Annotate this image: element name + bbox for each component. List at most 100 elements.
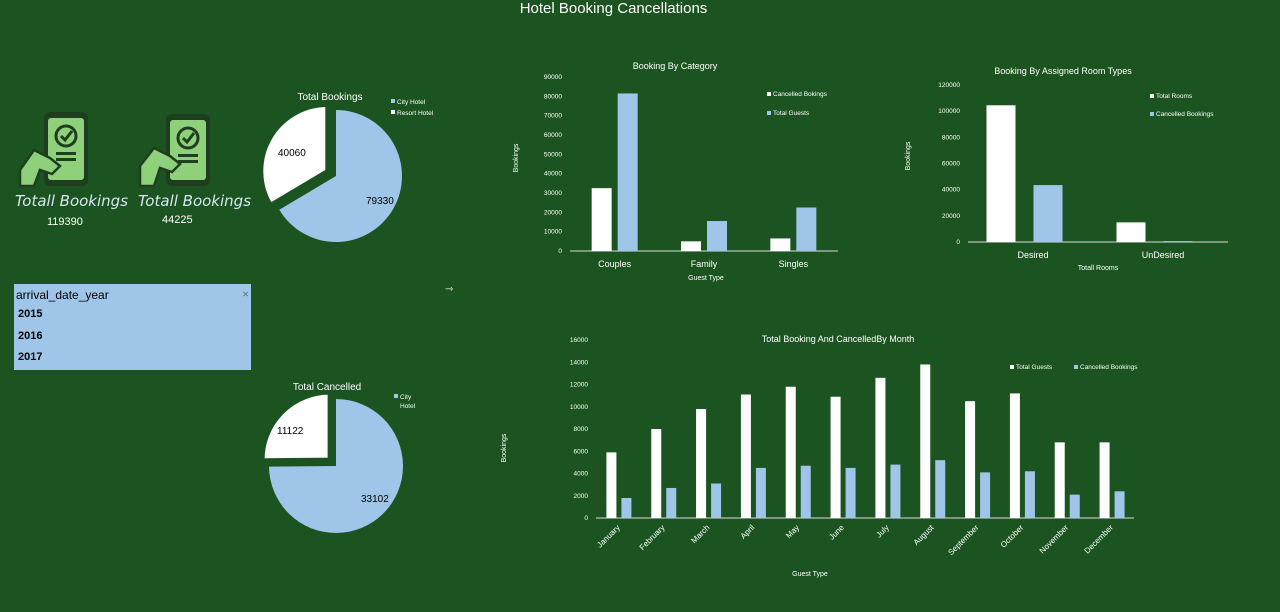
x-axis-title: Guest Type — [792, 571, 828, 578]
y-tick-label: 30000 — [544, 190, 562, 197]
chart-title: Total Cancelled — [293, 382, 361, 393]
bar[interactable] — [1024, 471, 1035, 518]
slicer-item-2017[interactable]: 2017 — [18, 351, 43, 363]
x-tick-label: January — [595, 523, 621, 549]
x-tick-label: Singles — [779, 259, 809, 269]
y-axis-title: Bookings — [513, 143, 520, 172]
kpi-value: 119390 — [47, 216, 83, 228]
bar[interactable] — [1009, 393, 1020, 518]
legend-swatch — [1074, 365, 1078, 369]
bar-chart-booking-by-room-type: Booking By Assigned Room Types 0 20000 4000… — [905, 66, 1228, 272]
legend-label: Resort Hotel — [397, 110, 434, 117]
slicer-item-2015[interactable]: 2015 — [18, 308, 43, 320]
pie-chart-total-cancelled: Total Cancelled 33102 11122 City Hotel — [260, 382, 416, 533]
bar[interactable] — [986, 105, 1016, 242]
year-slicer[interactable]: arrival_date_year ✕ 2015 2016 2017 — [14, 284, 251, 370]
legend-label: Cancelled Bokings — [773, 91, 828, 98]
y-tick-label: 20000 — [942, 213, 960, 220]
bar[interactable] — [875, 377, 886, 518]
bar[interactable] — [651, 429, 662, 518]
y-tick-label: 60000 — [544, 132, 562, 139]
bar[interactable] — [965, 401, 976, 518]
x-tick-label: September — [946, 523, 980, 557]
bar[interactable] — [1033, 185, 1063, 242]
kpi-label: Totall Bookings — [15, 192, 129, 210]
y-tick-label: 6000 — [574, 448, 589, 455]
kpi-value: 44225 — [162, 214, 193, 226]
bar[interactable] — [800, 465, 811, 518]
bar[interactable] — [711, 483, 722, 518]
y-tick-label: 40000 — [942, 187, 960, 194]
pie-slice[interactable] — [260, 390, 332, 463]
bar[interactable] — [621, 497, 632, 518]
x-tick-label: November — [1038, 523, 1071, 556]
clear-filter-icon[interactable]: ✕ — [242, 290, 249, 299]
legend-label: Hotel — [400, 403, 416, 410]
chart-title: Booking By Category — [633, 61, 718, 71]
y-tick-label: 60000 — [942, 161, 960, 168]
y-tick-label: 120000 — [938, 82, 960, 89]
slicer-item-2016[interactable]: 2016 — [18, 330, 43, 342]
pie-slice[interactable] — [269, 399, 404, 533]
bar[interactable] — [606, 452, 617, 518]
bar[interactable] — [890, 464, 901, 518]
bar[interactable] — [1054, 442, 1065, 518]
legend-swatch — [767, 92, 771, 96]
bar[interactable] — [785, 386, 796, 518]
x-tick-label: UnDesired — [1142, 250, 1185, 260]
y-tick-label: 2000 — [574, 493, 589, 500]
bar[interactable] — [796, 207, 817, 252]
bar[interactable] — [1116, 222, 1146, 242]
legend-swatch — [1150, 112, 1154, 116]
bar[interactable] — [830, 396, 841, 518]
bar[interactable] — [681, 241, 701, 251]
legend-label: Total Rooms — [1156, 93, 1193, 100]
y-tick-label: 10000 — [544, 229, 562, 236]
bar-chart-booking-by-category: Booking By Category 0 10000 20000 30000 40000… — [513, 61, 838, 282]
pie-slice[interactable] — [279, 110, 402, 242]
x-tick-label: October — [999, 523, 1026, 550]
bar[interactable] — [980, 472, 991, 518]
chart-title: Booking By Assigned Room Types — [994, 66, 1132, 76]
bar[interactable] — [617, 93, 638, 251]
kpi-label: Totall Bookings — [138, 192, 252, 210]
y-tick-label: 90000 — [544, 74, 562, 81]
kpi-card-total-bookings — [16, 110, 126, 190]
bar[interactable] — [845, 467, 856, 518]
y-tick-label: 16000 — [570, 337, 588, 344]
data-label: 33102 — [361, 494, 389, 505]
bar[interactable] — [1114, 491, 1125, 518]
bar[interactable] — [591, 188, 612, 251]
bar[interactable] — [1163, 241, 1193, 242]
legend-swatch — [1010, 365, 1014, 369]
x-tick-label: Desired — [1017, 250, 1048, 260]
chart-title: Total Booking And CancelledBy Month — [762, 334, 915, 344]
y-tick-label: 80000 — [942, 134, 960, 141]
y-tick-label: 14000 — [570, 359, 588, 366]
y-axis-title: Bookings — [501, 433, 508, 462]
legend-label: City Hotel — [397, 99, 426, 106]
bar[interactable] — [666, 487, 677, 518]
x-axis-title: Totall Rooms — [1078, 265, 1119, 272]
bar[interactable] — [696, 408, 707, 518]
legend-swatch — [391, 110, 395, 114]
legend-label: Total Guests — [773, 110, 810, 117]
bar[interactable] — [707, 221, 727, 251]
bar[interactable] — [935, 460, 946, 518]
legend-swatch — [767, 111, 771, 115]
bar[interactable] — [1099, 442, 1110, 518]
bar[interactable] — [755, 467, 766, 518]
x-tick-label: August — [912, 523, 937, 548]
phone-check-icon — [138, 114, 210, 188]
pie-slice[interactable] — [259, 103, 330, 208]
bar[interactable] — [920, 364, 931, 518]
bar[interactable] — [1069, 494, 1080, 518]
y-tick-label: 4000 — [574, 471, 589, 478]
y-tick-label: 80000 — [544, 93, 562, 100]
bar[interactable] — [740, 394, 751, 518]
y-tick-label: 20000 — [544, 209, 562, 216]
bar[interactable] — [770, 238, 791, 251]
x-tick-label: February — [638, 523, 667, 552]
x-tick-label: May — [784, 523, 801, 540]
